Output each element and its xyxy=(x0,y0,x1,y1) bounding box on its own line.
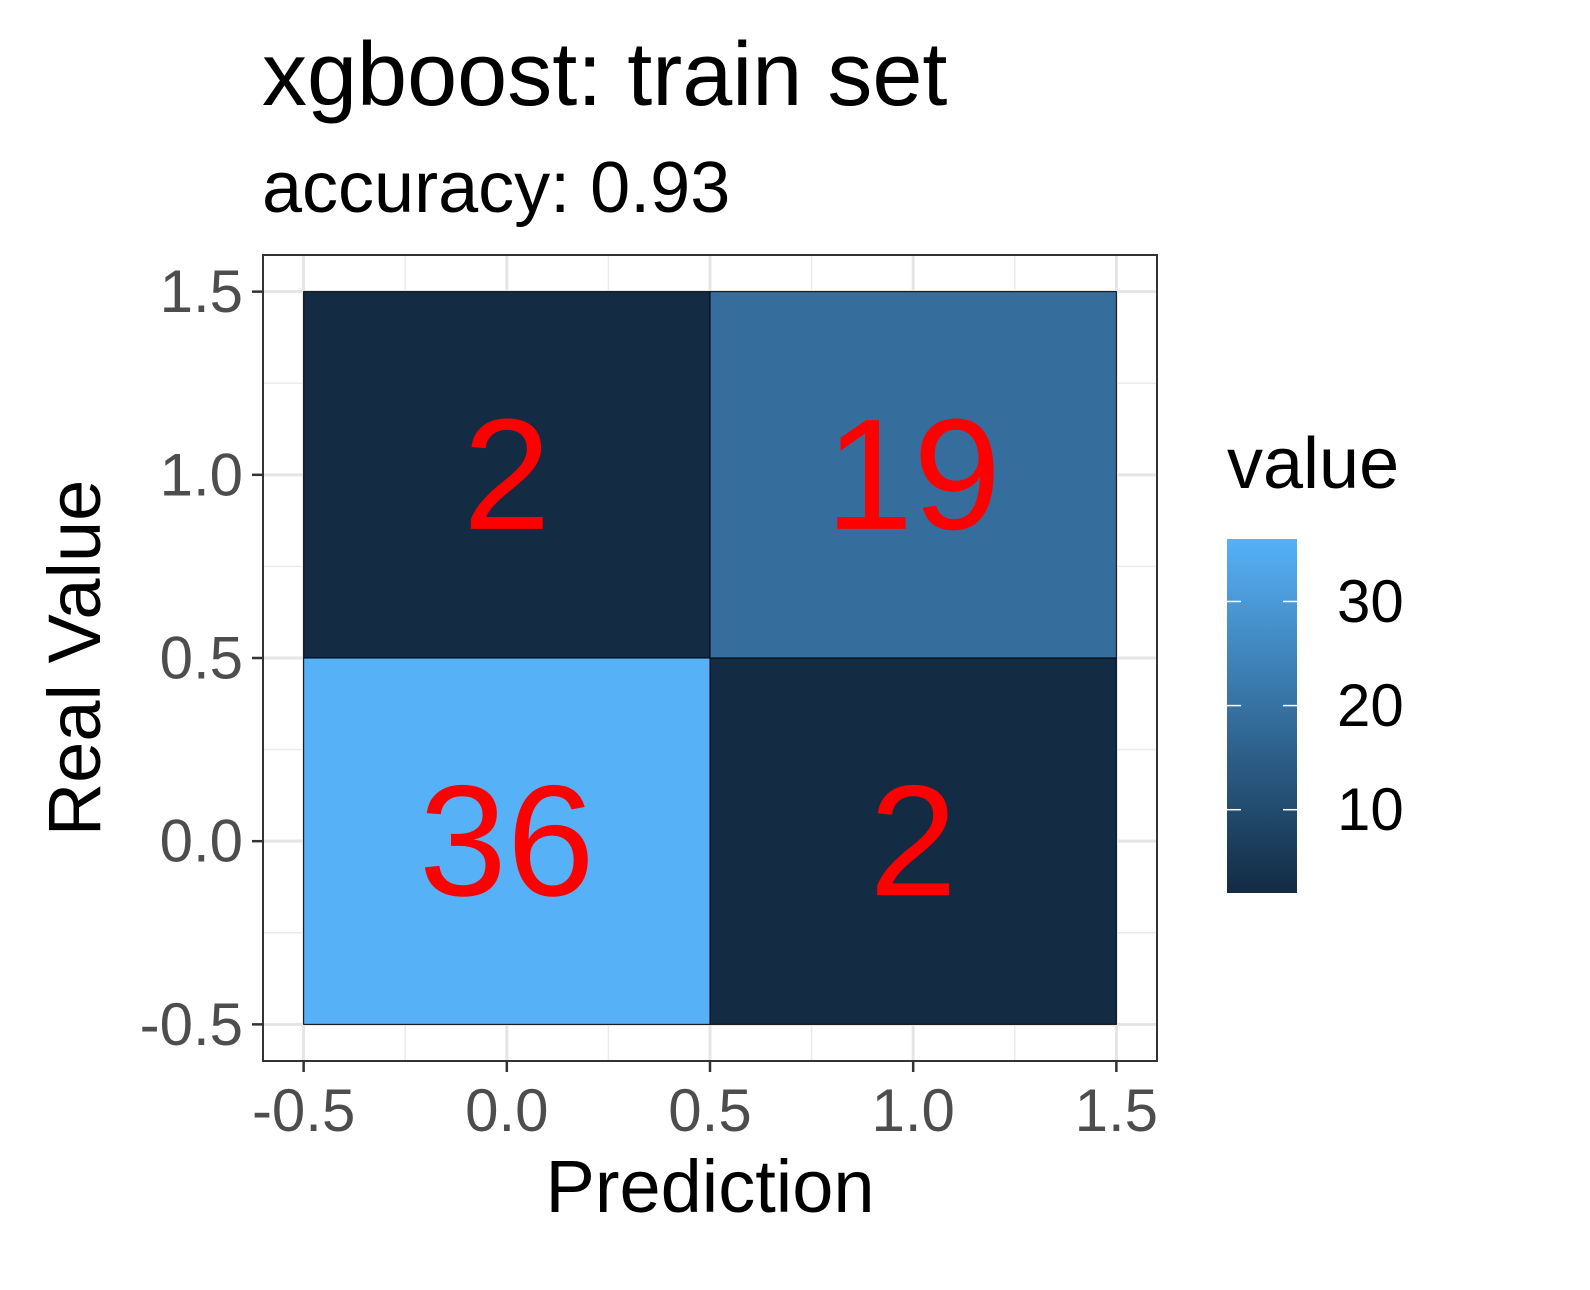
y-tick-label: -0.5 xyxy=(140,991,243,1058)
heatmap-cell xyxy=(303,291,711,659)
legend-colorbar xyxy=(1227,539,1297,893)
legend-tick-label: 10 xyxy=(1337,776,1404,843)
x-tick-label: 1.5 xyxy=(1075,1077,1158,1144)
cell-value-label: 2 xyxy=(463,387,551,563)
x-tick-label: 0.5 xyxy=(668,1077,751,1144)
x-tick-label: -0.5 xyxy=(252,1077,355,1144)
legend-tick-label: 30 xyxy=(1337,568,1404,635)
heatmap-cells xyxy=(303,291,1117,1025)
heatmap-cell xyxy=(709,657,1117,1025)
heatmap-cell xyxy=(303,657,711,1025)
y-tick-label: 0.0 xyxy=(160,808,243,875)
cell-labels: 2 19 36 2 xyxy=(419,387,1001,929)
x-axis-label: Prediction xyxy=(545,1145,874,1228)
heatmap-cell xyxy=(709,291,1117,659)
axes: -0.5 0.0 0.5 1.0 1.5 -0.5 0.0 0.5 1.0 1.5 xyxy=(140,258,1158,1144)
chart-subtitle: accuracy: 0.93 xyxy=(262,148,731,228)
x-tick-label: 0.0 xyxy=(465,1077,548,1144)
color-legend: value 10 20 30 xyxy=(1227,424,1404,893)
legend-tick-label: 20 xyxy=(1337,672,1404,739)
y-tick-label: 0.5 xyxy=(160,625,243,692)
legend-title: value xyxy=(1227,424,1399,504)
cell-value-label: 19 xyxy=(825,387,1001,563)
x-tick-label: 1.0 xyxy=(871,1077,954,1144)
y-tick-label: 1.5 xyxy=(160,258,243,325)
y-tick-label: 1.0 xyxy=(160,441,243,508)
cell-value-label: 2 xyxy=(869,753,957,929)
chart-title: xgboost: train set xyxy=(262,25,948,125)
y-axis-label: Real Value xyxy=(33,480,116,837)
cell-value-label: 36 xyxy=(419,753,595,929)
